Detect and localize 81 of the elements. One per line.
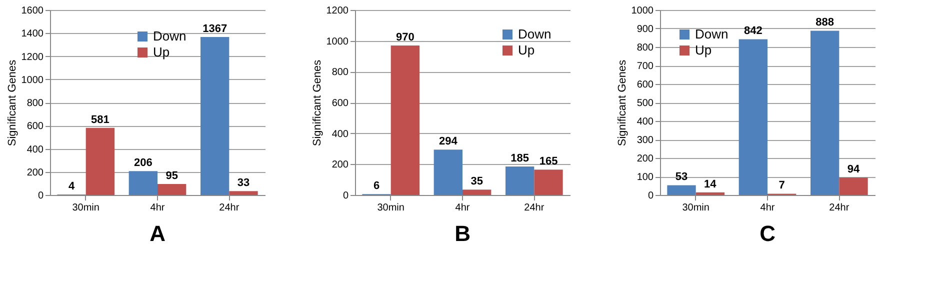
y-tick-label: 100 [636, 172, 654, 183]
data-label: 14 [704, 178, 718, 190]
legend-label: Down [153, 28, 186, 44]
y-tick-label: 1200 [326, 6, 349, 16]
y-tick-label: 1000 [326, 36, 349, 48]
text: A [150, 221, 166, 246]
y-tick-label: 0 [648, 190, 654, 202]
y-tick-label: 700 [636, 61, 654, 72]
y-tick-label: 200 [636, 154, 654, 164]
y-tick-label: 400 [26, 144, 44, 156]
bar [434, 150, 462, 195]
bar [462, 190, 492, 195]
y-tick-label: 1000 [21, 74, 44, 86]
y-tick-label: 600 [26, 121, 44, 132]
y-tick-label: 400 [636, 116, 654, 128]
bar [158, 184, 186, 195]
y-tick-label: 300 [636, 135, 654, 146]
legend-label: Up [518, 42, 535, 58]
bar [810, 30, 840, 195]
data-label: 1367 [202, 22, 228, 35]
bar [696, 192, 724, 195]
y-axis-title: Significant Genes [616, 59, 628, 146]
bar [86, 128, 114, 195]
x-tick-label: 24hr [829, 202, 850, 214]
y-tick-label: 200 [26, 167, 44, 178]
bar [128, 171, 158, 195]
x-tick-label: 30min [377, 202, 404, 214]
y-tick-label: 400 [332, 128, 349, 140]
data-label: 206 [134, 157, 152, 170]
y-tick-label: 1000 [631, 6, 654, 16]
data-label: 6 [373, 180, 380, 192]
y-tick-label: 1400 [21, 28, 44, 40]
data-label: 53 [675, 171, 688, 184]
data-label: 7 [778, 180, 785, 192]
data-label: 35 [470, 176, 483, 188]
bar [390, 45, 420, 195]
legend-label: Up [153, 44, 170, 60]
y-tick-label: 600 [332, 98, 349, 109]
bar [229, 191, 258, 195]
data-label: 581 [90, 114, 110, 126]
x-tick-label: 30min [682, 202, 710, 214]
data-label: 33 [237, 177, 250, 190]
data-label: 185 [510, 152, 530, 164]
legend-label: Down [695, 26, 728, 42]
y-tick-label: 800 [332, 67, 349, 78]
data-label: 95 [166, 170, 178, 182]
x-tick-label: 30min [72, 202, 100, 214]
data-label: 94 [847, 164, 860, 176]
y-tick-label: 800 [26, 98, 44, 109]
legend-label: Down [518, 26, 552, 42]
bar [200, 36, 230, 195]
y-tick-label: 0 [38, 190, 44, 202]
bar [667, 185, 696, 195]
bar [839, 178, 868, 195]
legend-label: Up [695, 42, 712, 58]
y-tick-label: 1600 [21, 6, 44, 16]
y-axis-title: Significant Genes [311, 59, 324, 146]
data-label: 842 [744, 25, 762, 38]
x-tick-label: 4hr [455, 202, 470, 214]
data-label: 294 [438, 136, 458, 148]
y-tick-label: 600 [636, 80, 654, 90]
y-tick-label: 0 [342, 190, 349, 202]
x-tick-label: 4hr [760, 202, 776, 214]
y-axis-title: Significant Genes [6, 59, 18, 146]
text: C [760, 221, 776, 246]
data-label: 4 [68, 180, 76, 193]
x-tick-label: 4hr [150, 202, 166, 214]
x-tick-label: 24hr [219, 202, 240, 214]
y-tick-label: 1200 [21, 52, 44, 63]
y-tick-label: 900 [636, 24, 654, 35]
text: B [454, 221, 470, 246]
y-tick-label: 200 [332, 160, 349, 171]
bar [534, 170, 563, 195]
bar [506, 166, 534, 195]
data-label: 165 [539, 156, 558, 168]
y-tick-label: 500 [636, 98, 654, 109]
x-tick-label: 24hr [524, 202, 545, 214]
bar [738, 39, 768, 195]
data-label: 970 [396, 31, 414, 44]
y-tick-label: 800 [636, 42, 654, 54]
data-label: 888 [816, 16, 834, 29]
